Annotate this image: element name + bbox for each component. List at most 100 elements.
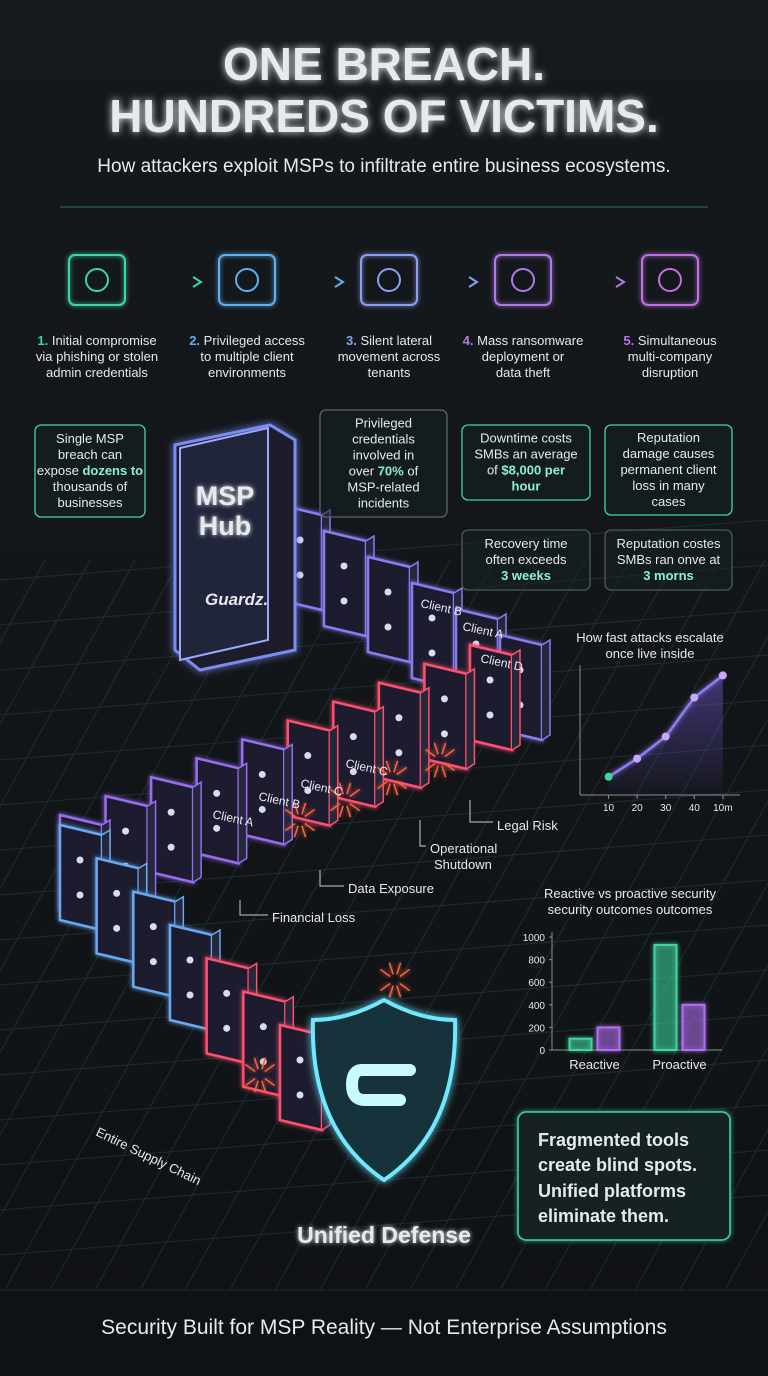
point: [661, 732, 670, 741]
domino-pip: [76, 856, 84, 864]
step-icon: [511, 268, 535, 292]
hub-brand: Guardz.: [205, 590, 268, 609]
spark: [399, 968, 411, 978]
step-number: 2.: [189, 333, 200, 348]
domino-pip: [113, 889, 121, 897]
stat-card: [319, 409, 448, 518]
grid-line: [4, 559, 406, 1291]
leader-line: [239, 900, 268, 916]
step-line: to multiple client: [200, 349, 294, 364]
impact-label: Operational Shutdown: [430, 841, 497, 872]
step-text: data theft: [496, 365, 551, 380]
step-line: environments: [208, 365, 287, 380]
domino-pip: [486, 676, 494, 684]
stat-text: permanent client: [620, 462, 716, 477]
step-icon: [377, 268, 401, 292]
domino-pip: [259, 1023, 267, 1031]
step-line: Mass ransomware: [477, 333, 583, 348]
chart-title: once live inside: [606, 646, 695, 661]
domino-pip: [76, 891, 84, 899]
callout-text: create blind spots.: [538, 1155, 697, 1175]
domino-pip: [340, 562, 348, 570]
step-line: admin credentials: [46, 365, 148, 380]
domino-side: [147, 799, 157, 902]
stat-text: involved in: [353, 448, 414, 463]
stat-text-part: loss in many: [632, 478, 705, 493]
domino-pip: [186, 991, 194, 999]
spark: [253, 1080, 259, 1093]
stat-text-part: SMBs ran onve at: [617, 552, 721, 567]
title-line: HUNDREDS OF VICTIMS.: [109, 90, 658, 142]
stat-text-part: Recovery time: [484, 536, 567, 551]
spark: [304, 822, 316, 832]
point: [604, 772, 613, 781]
step-number: 4.: [463, 333, 474, 348]
step-line: deployment or: [482, 349, 565, 364]
spark: [379, 968, 391, 978]
domino-pip: [440, 730, 448, 738]
step-icon: [68, 254, 126, 306]
defense-label: Unified Defense: [297, 1222, 471, 1248]
domino-pip: [428, 614, 436, 622]
grid-line: [0, 559, 91, 726]
domino-side: [420, 686, 430, 789]
stat-text-part: expose: [37, 463, 83, 478]
domino-pip: [304, 752, 312, 760]
domino-side: [238, 761, 248, 864]
domino-pip: [349, 768, 357, 776]
leader-line: [319, 870, 344, 887]
spark: [244, 1077, 256, 1087]
stat-text-part: businesses: [57, 495, 123, 510]
stat-text: Recovery time: [484, 536, 567, 551]
step-text: 1. Initial compromise: [37, 333, 156, 348]
step-arrowhead: [192, 276, 203, 288]
stat-text-part: often exceeds: [486, 552, 567, 567]
step-icon: [641, 254, 699, 306]
stat-text: 3 weeks: [501, 568, 551, 583]
spark: [433, 765, 439, 778]
step-arrowhead: [334, 276, 345, 288]
domino-pip: [223, 989, 231, 997]
stat-text: SMBs ran onve at: [617, 552, 721, 567]
stat-text-part: permanent client: [620, 462, 716, 477]
stat-text-part: incidents: [358, 496, 410, 511]
y-tick-label: 600: [528, 978, 545, 989]
step-text: admin credentials: [46, 365, 148, 380]
spark: [396, 962, 402, 975]
step-line: multi-company: [628, 349, 713, 364]
domino-pip: [213, 824, 221, 832]
step-text: disruption: [642, 365, 698, 380]
domino-pip: [122, 827, 130, 835]
spark: [346, 805, 352, 818]
spark: [329, 788, 341, 798]
shield: [310, 997, 458, 1183]
spark: [338, 805, 344, 818]
step-text: 3. Silent lateral: [346, 333, 432, 348]
y-tick-label: 200: [528, 1023, 545, 1034]
spark: [379, 982, 391, 992]
step-icon: [235, 268, 259, 292]
spark: [293, 825, 299, 838]
stat-text-part: involved in: [353, 448, 414, 463]
spark: [393, 760, 399, 773]
bar: [568, 1037, 593, 1051]
stat-text: SMBs an average: [474, 447, 577, 462]
x-tick-label: 10m: [713, 803, 732, 814]
step-icon: [218, 254, 276, 306]
stat-card: [604, 529, 733, 591]
step-line: data theft: [496, 365, 551, 380]
domino-pip: [186, 956, 194, 964]
step-text: environments: [208, 365, 287, 380]
stat-text-part: Reputation: [637, 430, 700, 445]
subtitle: How attackers exploit MSPs to infiltrate…: [97, 156, 670, 177]
hub-label: Hub: [199, 511, 251, 541]
step-number: 3.: [346, 333, 357, 348]
stat-text-part: Downtime costs: [480, 431, 572, 446]
grid-line: [0, 559, 181, 890]
stat-text: cases: [652, 494, 686, 509]
domino-pip: [296, 571, 304, 579]
shield-logo: [345, 1064, 416, 1106]
spark: [376, 766, 388, 776]
step-line: Initial compromise: [52, 333, 157, 348]
domino-side: [466, 667, 476, 770]
